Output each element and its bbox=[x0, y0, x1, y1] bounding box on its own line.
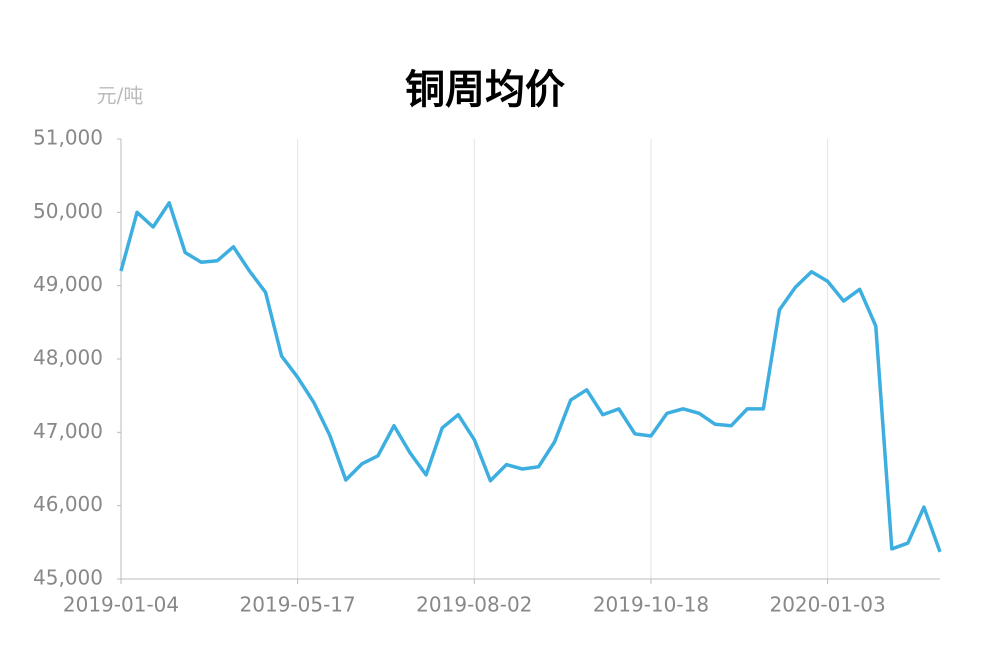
y-tick-label: 45,000 bbox=[33, 566, 103, 590]
x-tick-label: 2019-10-18 bbox=[593, 593, 709, 617]
y-tick-label: 49,000 bbox=[33, 272, 103, 296]
data-line bbox=[119, 201, 942, 553]
x-tick-label: 2019-08-02 bbox=[416, 593, 532, 617]
chart-title: 铜周均价 bbox=[405, 67, 565, 113]
x-tick-label: 2020-01-03 bbox=[769, 593, 885, 617]
y-axis-label: 元/吨 bbox=[97, 84, 144, 108]
y-tick-label: 50,000 bbox=[33, 199, 103, 223]
y-tick-label: 47,000 bbox=[33, 419, 103, 443]
x-tick-label: 2019-05-17 bbox=[240, 593, 356, 617]
y-tick-label: 51,000 bbox=[33, 126, 103, 150]
y-tick-label: 48,000 bbox=[33, 346, 103, 370]
x-tick-label: 2019-01-04 bbox=[63, 593, 179, 617]
y-tick-label: 46,000 bbox=[33, 492, 103, 516]
